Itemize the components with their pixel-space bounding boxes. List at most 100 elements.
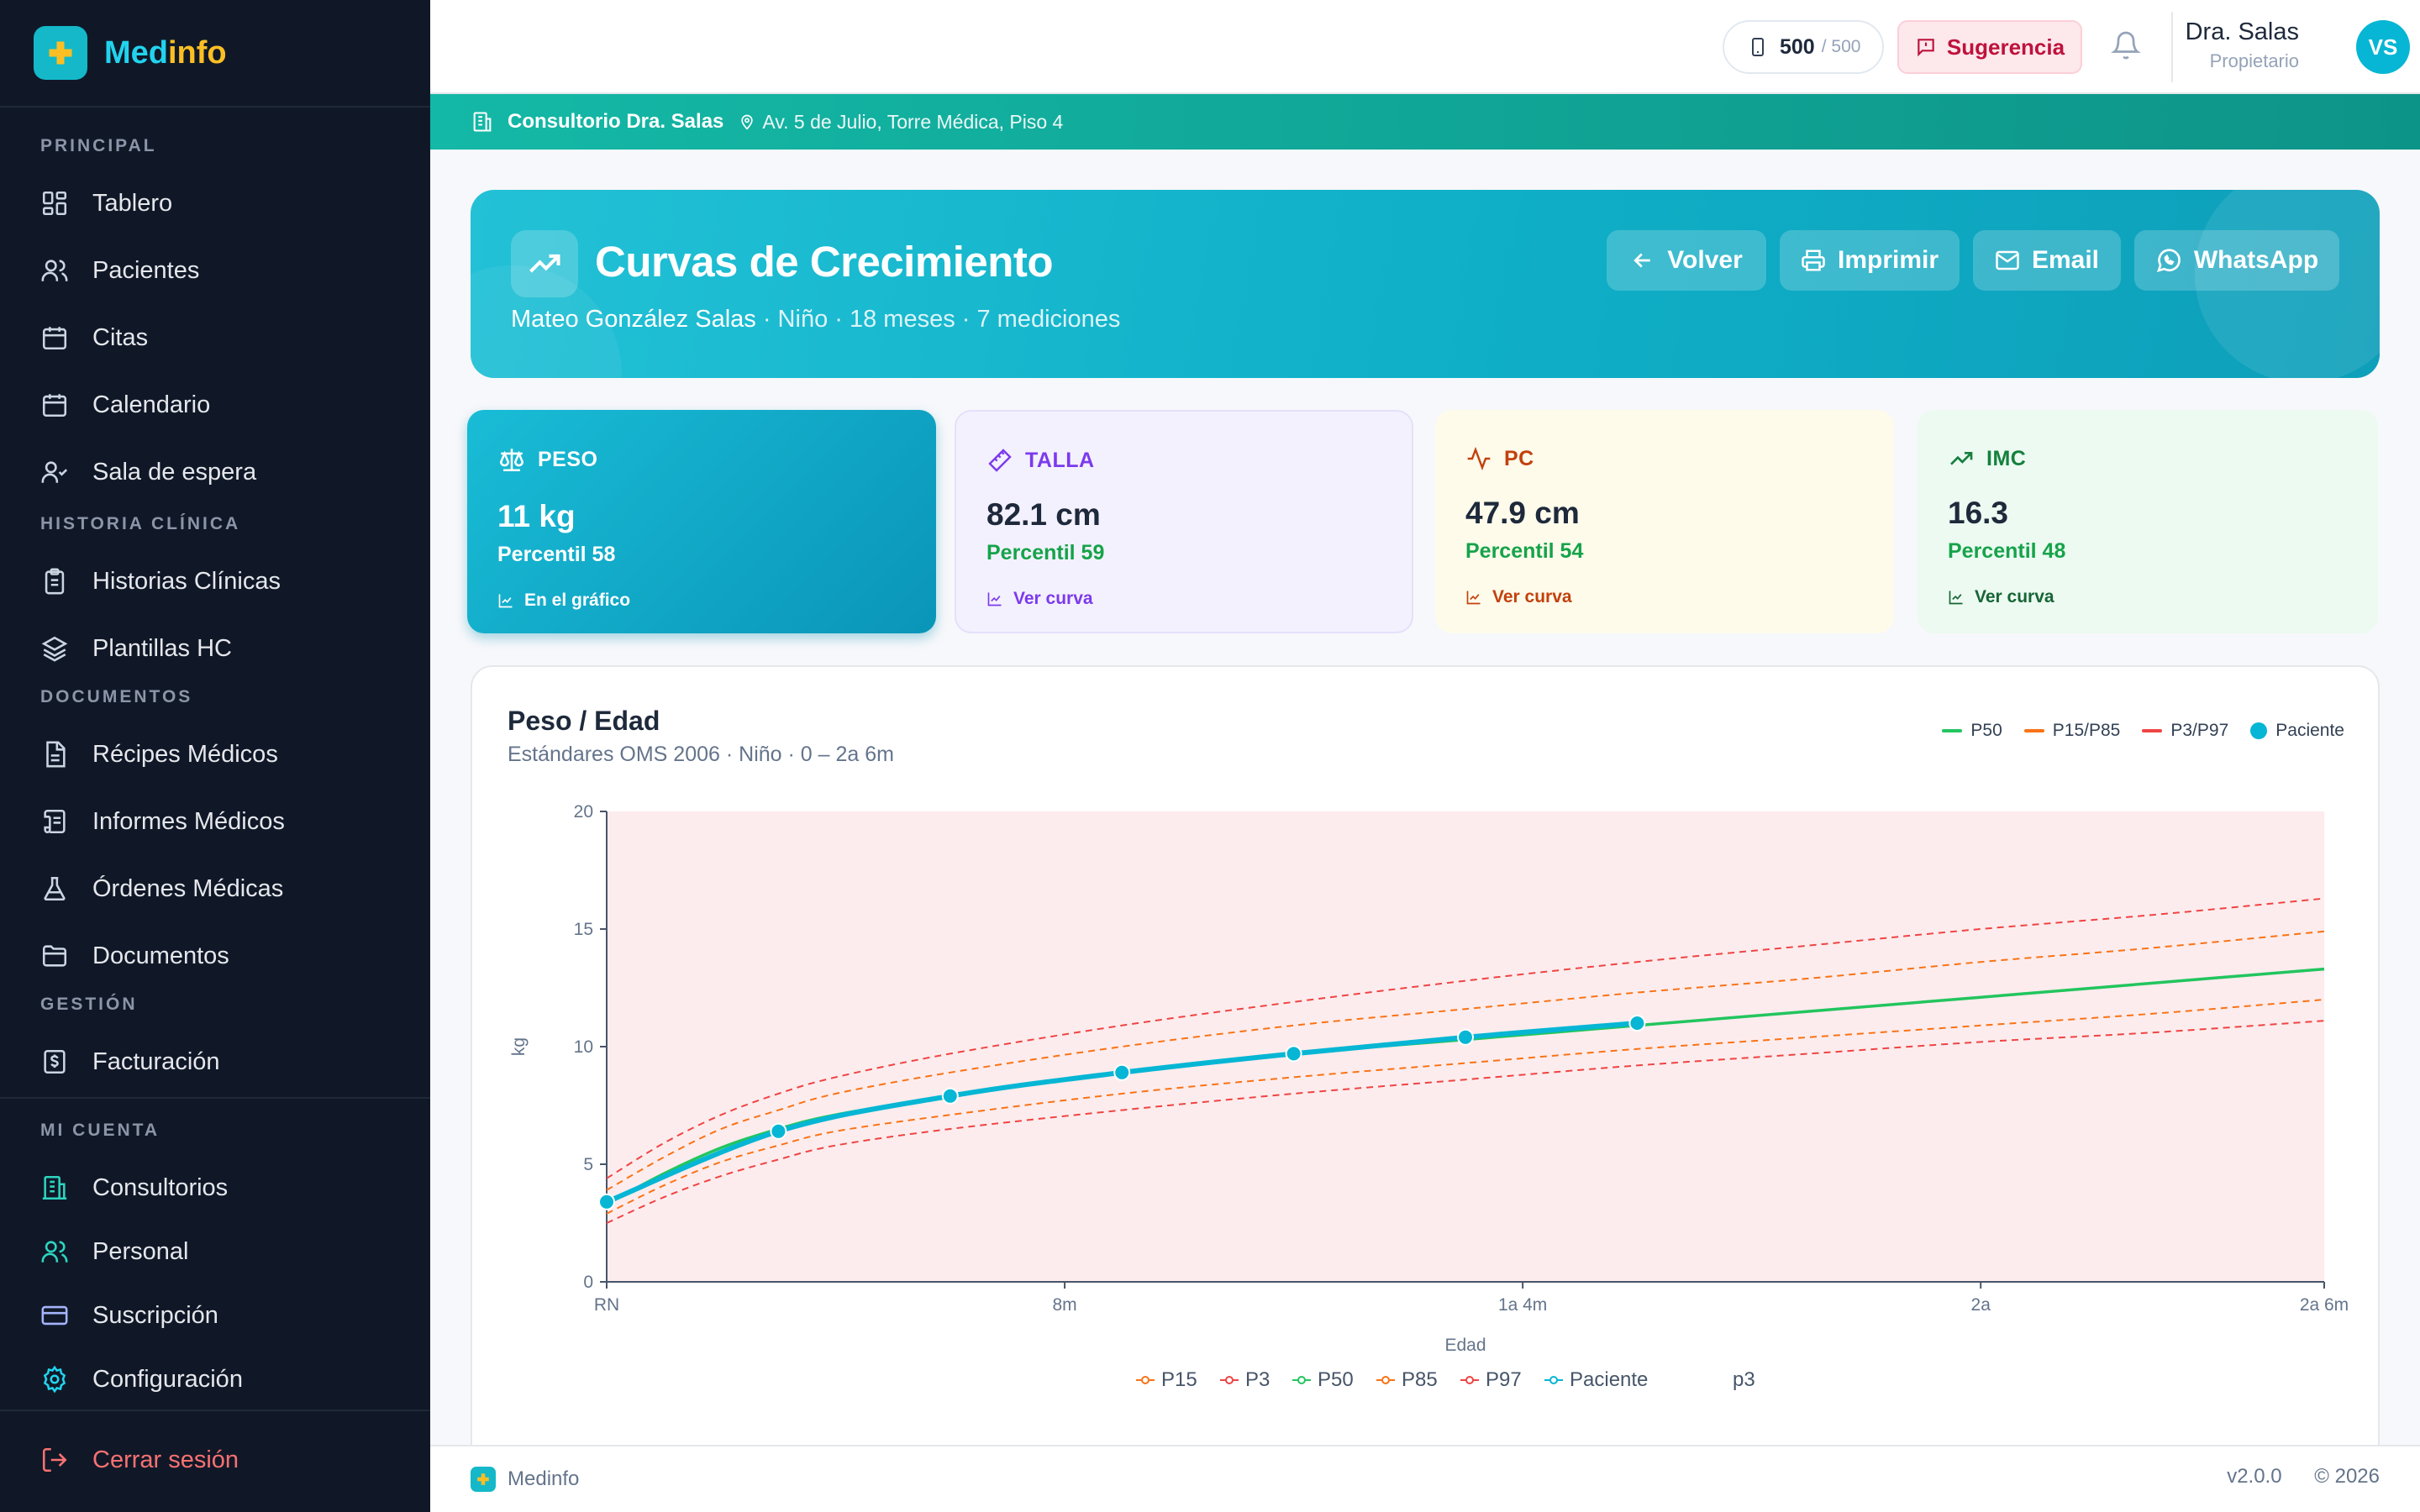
phone-icon — [1752, 38, 1764, 56]
metric-card-imc[interactable]: IMC 16.3 Percentil 48 Ver curva — [1918, 410, 2378, 633]
x-tick-label: 2a — [1971, 1295, 1991, 1315]
gear-icon — [43, 1365, 66, 1394]
legend-marker — [1297, 1376, 1306, 1384]
sidebar-item-label: Historias Clínicas — [92, 567, 281, 595]
sidebar-item-plantillas[interactable]: Plantillas HC — [40, 623, 232, 674]
patient-point — [1628, 1015, 1646, 1032]
sidebar-item-configuracion[interactable]: Configuración — [40, 1354, 243, 1404]
chart-line-icon — [498, 594, 513, 608]
users-icon — [41, 260, 68, 281]
footer: Medinfo v2.0.0 © 2026 — [430, 1445, 2420, 1512]
back-label: Volver — [1667, 246, 1743, 274]
sidebar-item-label: Pacientes — [92, 256, 200, 284]
card-label: IMC — [1948, 445, 2348, 472]
legend-label: P50 — [1970, 721, 2002, 740]
logout-icon — [42, 1447, 67, 1473]
whatsapp-button[interactable]: WhatsApp — [2134, 230, 2339, 291]
credits-value: 500 — [1780, 34, 1815, 59]
sidebar-item-consultorios[interactable]: Consultorios — [40, 1163, 228, 1213]
patient-point — [598, 1193, 615, 1210]
sidebar-item-citas[interactable]: Citas — [40, 312, 148, 363]
email-button[interactable]: Email — [1973, 230, 2121, 291]
logout-button[interactable]: Cerrar sesión — [40, 1435, 239, 1485]
sidebar-item-calendario[interactable]: Calendario — [40, 380, 210, 430]
imc-chart-link[interactable]: Ver curva — [1948, 587, 2348, 607]
user-check-icon — [41, 461, 68, 483]
plot-area — [607, 811, 2324, 1282]
suggestion-button[interactable]: Sugerencia — [1897, 20, 2082, 74]
sidebar-item-label: Documentos — [92, 942, 229, 969]
section-principal: PRINCIPAL — [40, 136, 157, 155]
sidebar-item-suscripcion[interactable]: Suscripción — [40, 1290, 218, 1341]
sidebar-item-sala-de-espera[interactable]: Sala de espera — [40, 447, 256, 497]
metric-card-pc[interactable]: PC 47.9 cm Percentil 54 Ver curva — [1435, 410, 1894, 633]
sidebar-item-documentos[interactable]: Documentos — [40, 931, 229, 981]
y-tick-label: 10 — [574, 1037, 593, 1057]
legend-label: Paciente — [2275, 721, 2344, 740]
patient-point — [941, 1087, 959, 1105]
metric-card-talla[interactable]: TALLA 82.1 cm Percentil 59 Ver curva — [955, 410, 1413, 633]
user-name[interactable]: Dra. Salas — [2185, 18, 2299, 45]
sidebar-item-facturacion[interactable]: Facturación — [40, 1037, 220, 1087]
notifications-button[interactable] — [2111, 30, 2141, 65]
bell-icon — [2111, 31, 2141, 60]
sidebar-item-label: Personal — [92, 1237, 189, 1265]
calendar-icon — [42, 327, 67, 350]
legend-p50: P50 — [1942, 721, 2002, 741]
legend-marker — [1225, 1376, 1234, 1384]
sidebar-item-recipes[interactable]: Récipes Médicos — [40, 729, 278, 780]
chart-line-icon — [1466, 591, 1481, 605]
legend-marker — [1549, 1376, 1558, 1384]
footer-version: v2.0.0 — [2227, 1465, 2282, 1488]
email-label: Email — [2031, 246, 2100, 274]
x-tick-label: 1a 4m — [1498, 1295, 1547, 1315]
legend-marker — [1381, 1376, 1390, 1384]
legend-p15p85: P15/P85 — [2023, 721, 2120, 741]
whatsapp-label: WhatsApp — [2193, 246, 2319, 274]
sidebar-item-label: Plantillas HC — [92, 634, 232, 662]
patient-point — [770, 1122, 787, 1140]
y-tick-label: 15 — [574, 920, 593, 939]
peso-value: 11 kg — [497, 499, 576, 533]
print-button[interactable]: Imprimir — [1780, 230, 1960, 291]
sidebar-item-label: Tablero — [92, 189, 173, 217]
sidebar-item-ordenes[interactable]: Órdenes Médicas — [40, 864, 283, 914]
sidebar-item-tablero[interactable]: Tablero — [40, 178, 172, 228]
chart-legend-top: P50 P15/P85 P3/P97 Paciente — [1920, 721, 2344, 741]
sidebar-item-historias[interactable]: Historias Clínicas — [40, 556, 281, 606]
medical-cross-icon — [471, 1467, 496, 1492]
app-logo[interactable]: Medinfo — [0, 0, 430, 108]
decor-circle — [2195, 190, 2380, 378]
user-role: Propietario — [2209, 50, 2299, 71]
talla-chart-link[interactable]: Ver curva — [986, 589, 1381, 609]
print-label: Imprimir — [1837, 246, 1939, 274]
chart-line-icon — [1949, 591, 1963, 605]
pc-chart-link[interactable]: Ver curva — [1465, 587, 1864, 607]
sidebar-item-informes[interactable]: Informes Médicos — [40, 796, 285, 847]
avatar[interactable]: VS — [2356, 20, 2410, 74]
talla-link-label: Ver curva — [1013, 589, 1093, 608]
credits-counter[interactable]: 500 / 500 — [1723, 20, 1884, 74]
series-p15-line — [606, 999, 2325, 1215]
sidebar-item-label: Consultorios — [92, 1173, 229, 1201]
legend-item-label: P15 — [1161, 1368, 1197, 1391]
section-documentos: DOCUMENTOS — [40, 687, 193, 706]
sidebar-item-label: Órdenes Médicas — [92, 874, 284, 902]
building-icon — [473, 112, 492, 132]
header-divider — [2171, 12, 2173, 82]
imc-value: 16.3 — [1948, 496, 2009, 530]
growth-chart[interactable]: 0 5 10 15 20 RN 8m 1a 4m 2a 2a 6m Edad kg P15 P3 P50 P8… — [472, 667, 2378, 1423]
x-axis-label: Edad — [1444, 1336, 1486, 1355]
clinic-bar: Consultorio Dra. Salas Av. 5 de Julio, T… — [430, 94, 2420, 150]
metric-card-peso[interactable]: PESO 11 kg Percentil 58 En el gráfico — [467, 410, 936, 633]
sidebar-item-personal[interactable]: Personal — [40, 1226, 188, 1277]
trending-up-icon — [511, 230, 578, 297]
talla-label: TALLA — [1025, 448, 1095, 472]
building-icon — [42, 1175, 67, 1200]
peso-chart-link: En el gráfico — [497, 591, 906, 611]
patient-point — [1457, 1028, 1474, 1046]
calendar-days-icon — [42, 394, 67, 417]
back-button[interactable]: Volver — [1607, 230, 1766, 291]
sidebar-item-pacientes[interactable]: Pacientes — [40, 245, 199, 296]
page-title: Curvas de Crecimiento — [595, 238, 1054, 286]
